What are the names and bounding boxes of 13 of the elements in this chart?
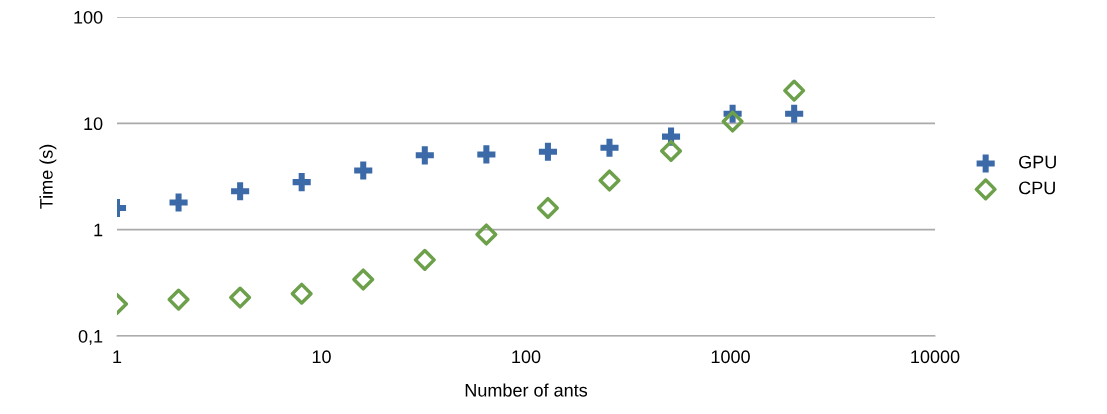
legend-label: CPU bbox=[1019, 181, 1055, 195]
x-axis-title: Number of ants bbox=[465, 383, 588, 397]
y-tick-label: 0,1 bbox=[78, 329, 103, 345]
x-tick-label: 10 bbox=[312, 350, 331, 364]
x-tick-label: 10000 bbox=[911, 350, 960, 364]
y-tick-label: 1 bbox=[94, 223, 103, 237]
legend-label: GPU bbox=[1019, 155, 1056, 169]
y-tick-label: 10 bbox=[84, 117, 103, 131]
x-tick-label: 100 bbox=[512, 350, 541, 364]
x-tick-label: 1 bbox=[113, 350, 122, 363]
y-tick-label: 100 bbox=[74, 10, 103, 24]
y-axis-title: Time (s) bbox=[39, 144, 57, 209]
x-tick-label: 1000 bbox=[711, 350, 750, 364]
